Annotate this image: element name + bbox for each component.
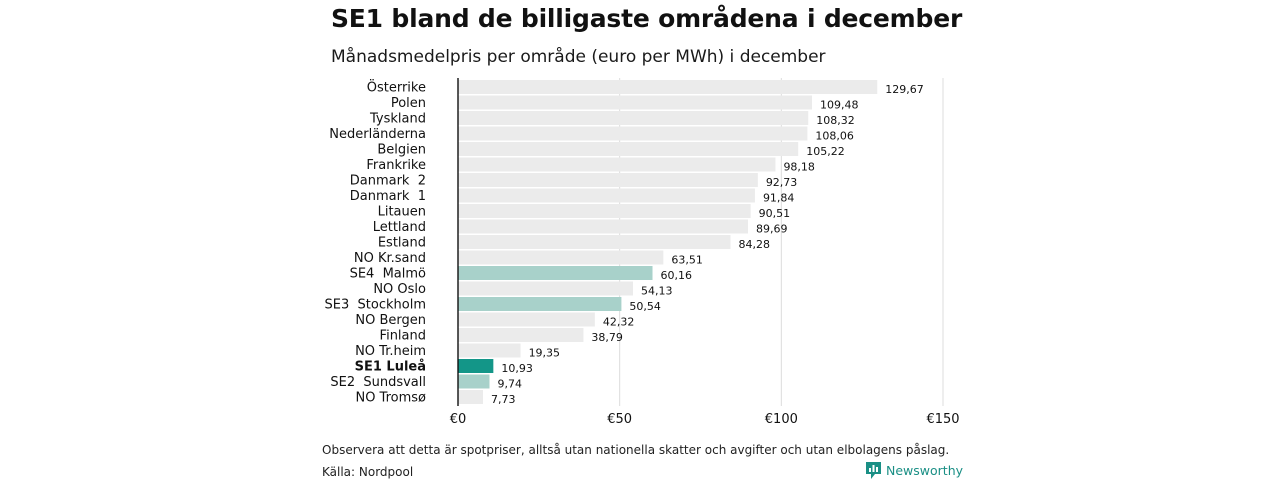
value-label: 9,74 [497, 378, 522, 391]
bar [458, 204, 751, 218]
value-label: 109,48 [820, 99, 859, 112]
value-label: 98,18 [783, 161, 815, 174]
value-label: 91,84 [763, 192, 795, 205]
value-label: 105,22 [806, 145, 845, 158]
category-label: NO Tromsø [355, 391, 426, 406]
category-label: Finland [380, 329, 426, 344]
bar [458, 328, 584, 342]
newsworthy-logo-icon [866, 462, 881, 479]
x-tick-label: €50 [607, 412, 632, 427]
x-tick-label: €150 [926, 412, 959, 427]
category-label: NO Oslo [373, 282, 426, 297]
category-label: Frankrike [366, 158, 426, 173]
category-label: SE2 Sundsvall [330, 375, 426, 390]
value-label: 89,69 [756, 223, 788, 236]
value-label: 92,73 [766, 176, 798, 189]
category-label: Estland [378, 236, 426, 251]
value-label: 63,51 [671, 254, 703, 267]
category-label: SE1 Luleå [355, 360, 426, 375]
bar [458, 359, 494, 373]
value-label: 38,79 [591, 331, 623, 344]
category-label: Belgien [377, 143, 426, 158]
bar [458, 390, 483, 404]
chart-title: SE1 bland de billigaste områdena i decem… [331, 4, 963, 33]
category-label: Danmark 1 [350, 189, 426, 204]
bar [458, 126, 808, 141]
bar [458, 219, 748, 234]
bar [458, 111, 809, 125]
bar-chart: Österrike 129,67 Polen 109,48 Tyskland 108,32… [325, 78, 960, 427]
category-label: NO Bergen [355, 313, 426, 328]
bar [458, 312, 595, 327]
x-tick-label: €0 [450, 412, 467, 427]
category-label: Nederländerna [329, 127, 426, 142]
category-label: Litauen [378, 205, 426, 220]
bar [458, 95, 812, 110]
bar [458, 297, 622, 311]
x-tick-label: €100 [765, 412, 798, 427]
bar [458, 142, 799, 156]
value-label: 19,35 [529, 347, 561, 360]
category-label: Danmark 2 [350, 174, 426, 189]
bar [458, 80, 878, 94]
category-label: Polen [391, 96, 426, 111]
category-label: Lettland [373, 220, 426, 235]
category-label: NO Kr.sand [354, 251, 426, 266]
bar [458, 188, 755, 203]
bar [458, 157, 776, 172]
value-label: 10,93 [501, 362, 533, 375]
value-label: 54,13 [641, 285, 673, 298]
bar [458, 250, 664, 265]
value-label: 84,28 [739, 238, 771, 251]
value-label: 108,06 [815, 130, 854, 143]
brand-name: Newsworthy [886, 463, 964, 478]
value-label: 50,54 [629, 300, 661, 313]
value-label: 108,32 [816, 114, 855, 127]
bar [458, 173, 758, 187]
value-label: 129,67 [885, 83, 924, 96]
bar [458, 343, 521, 358]
bar [458, 235, 731, 249]
category-label: Tyskland [369, 112, 426, 127]
bar [458, 266, 653, 280]
category-label: NO Tr.heim [355, 344, 426, 359]
chart-subtitle: Månadsmedelpris per område (euro per MWh… [331, 47, 826, 67]
footnote: Observera att detta är spotpriser, allts… [322, 443, 950, 457]
brand-logo[interactable]: Newsworthy [866, 462, 963, 479]
value-label: 7,73 [491, 393, 516, 406]
category-label: SE4 Malmö [350, 267, 426, 282]
bar [458, 374, 490, 389]
value-label: 60,16 [661, 269, 693, 282]
bar [458, 281, 634, 296]
category-label: Österrike [367, 79, 426, 96]
category-label: SE3 Stockholm [325, 298, 426, 313]
value-label: 90,51 [759, 207, 791, 220]
value-label: 42,32 [603, 316, 635, 329]
source-credit: Källa: Nordpool [322, 465, 414, 479]
